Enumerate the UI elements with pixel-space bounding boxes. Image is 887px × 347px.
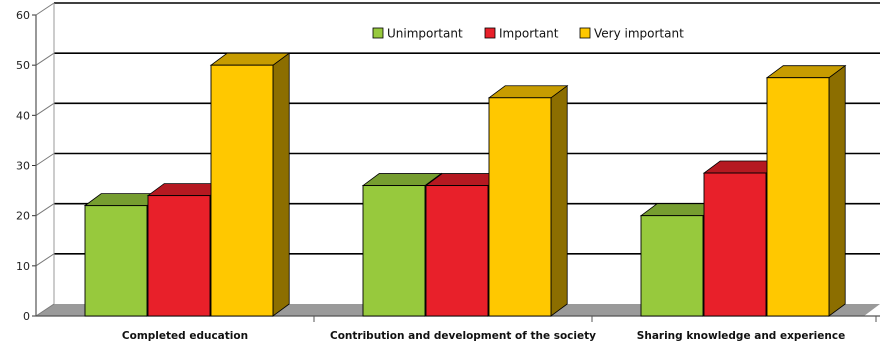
gridline-connector (35, 52, 55, 66)
legend-swatch (579, 27, 591, 39)
gridline-connector (35, 303, 55, 317)
bar (210, 64, 274, 317)
bar (640, 215, 704, 317)
gridline-connector (35, 153, 55, 166)
legend-swatch (484, 27, 496, 39)
y-tick-label: 0 (23, 310, 30, 323)
y-tick-label: 10 (16, 260, 30, 273)
y-tick-label: 60 (16, 9, 30, 22)
bar-side (550, 84, 568, 317)
bar (362, 185, 426, 317)
legend-label: Important (499, 27, 559, 41)
bar-side (272, 52, 290, 317)
legend-swatch (372, 27, 384, 39)
bar (488, 97, 552, 317)
bar (766, 77, 830, 317)
bars (83, 52, 847, 317)
x-axis-labels: Completed education Contribution and deve… (122, 330, 845, 342)
gridline-connector (35, 203, 55, 217)
x-category-label: Contribution and development of the soci… (330, 330, 596, 342)
bar (703, 172, 767, 317)
gridline-connector (35, 253, 55, 267)
legend-label: Very important (594, 27, 684, 41)
bar-side (828, 64, 846, 317)
y-tick-label: 20 (16, 210, 30, 223)
legend-label: Unimportant (387, 27, 463, 41)
legend: Unimportant Important Very important (372, 27, 684, 41)
y-tick-label: 40 (16, 109, 30, 122)
bar (147, 195, 211, 317)
gridline-connector (35, 2, 55, 16)
x-category-label: Sharing knowledge and experience (637, 330, 845, 342)
x-category-label: Completed education (122, 330, 248, 342)
bar (84, 205, 148, 317)
y-tick-label: 30 (16, 160, 30, 173)
bar (425, 185, 489, 317)
y-tick-label: 50 (16, 59, 30, 72)
gridline-connector (35, 102, 55, 116)
